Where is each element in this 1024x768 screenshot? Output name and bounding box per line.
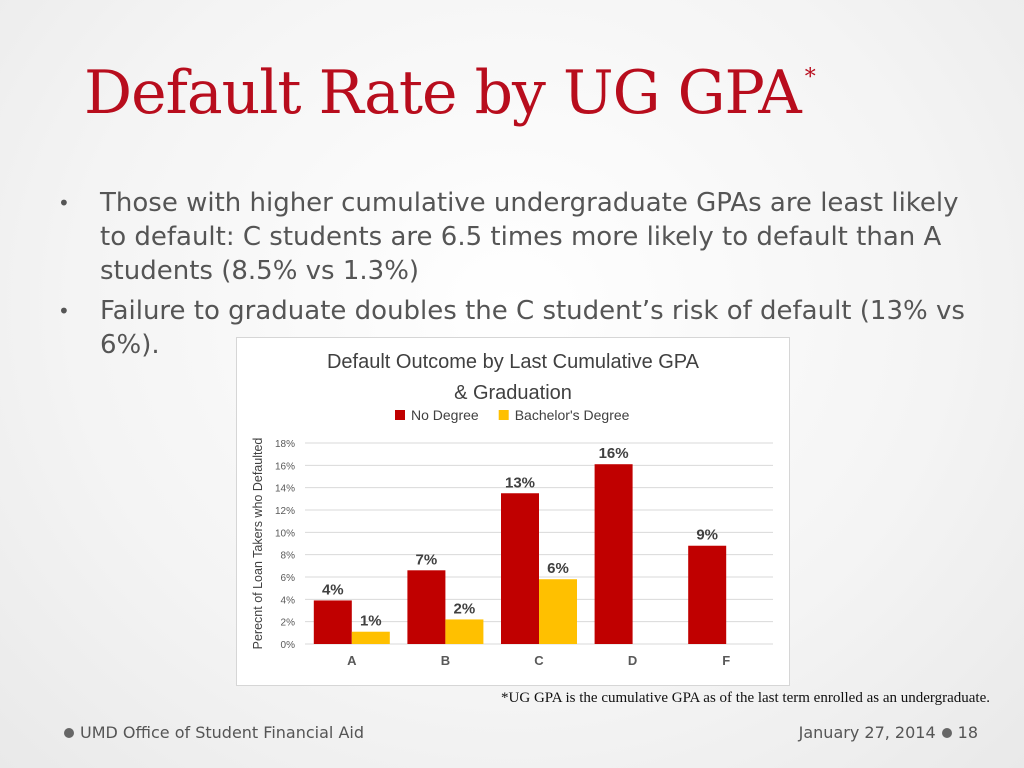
y-tick-label: 8% (281, 551, 296, 562)
x-tick-label: F (722, 653, 730, 668)
y-tick-label: 14% (275, 484, 295, 495)
data-label: 6% (547, 560, 569, 577)
bullet-text: Failure to graduate doubles the C studen… (100, 296, 965, 360)
x-tick-label: A (347, 653, 357, 668)
bar (445, 619, 484, 644)
chart-title-line: & Graduation (454, 382, 572, 404)
footer-dot-icon (64, 727, 74, 738)
footer-left: UMD Office of Student Financial Aid (64, 723, 364, 742)
slide-title: Default Rate by UG GPA * (84, 58, 816, 128)
bar (351, 631, 390, 644)
y-tick-label: 4% (281, 595, 296, 606)
data-label: 7% (416, 551, 438, 568)
x-tick-label: B (441, 653, 450, 668)
y-tick-label: 18% (275, 439, 295, 450)
y-tick-label: 2% (281, 618, 296, 629)
title-asterisk: * (804, 65, 816, 90)
y-tick-label: 0% (281, 640, 296, 651)
y-tick-label: 6% (281, 573, 296, 584)
bar (594, 464, 633, 644)
data-label: 2% (454, 600, 476, 617)
legend-label: No Degree (411, 407, 479, 423)
footer-date: January 27, 2014 (798, 723, 936, 742)
legend-swatch (498, 410, 509, 420)
data-label: 1% (360, 613, 382, 630)
bullet-item: • Those with higher cumulative undergradu… (58, 186, 978, 288)
bar (407, 570, 446, 644)
bar (501, 493, 539, 644)
bullet-dot-icon: • (58, 191, 70, 215)
page-number: 18 (957, 723, 978, 742)
bar (688, 545, 727, 644)
bullet-dot-icon: • (58, 299, 70, 323)
title-text: Default Rate by UG GPA (84, 58, 802, 128)
footer-organization: UMD Office of Student Financial Aid (80, 723, 364, 742)
y-axis-label: Perecnt of Loan Takers who Defaulted (251, 438, 265, 650)
chart-title-line: Default Outcome by Last Cumulative GPA (327, 351, 700, 373)
data-label: 9% (696, 527, 718, 544)
y-tick-label: 12% (275, 506, 295, 517)
x-tick-label: D (628, 653, 637, 668)
legend-label: Bachelor's Degree (515, 407, 630, 423)
x-tick-label: C (534, 653, 544, 668)
bar-chart: Default Outcome by Last Cumulative GPA & … (251, 351, 773, 668)
bar (313, 600, 352, 644)
footer-dot-icon (941, 727, 952, 738)
bullet-text: Those with higher cumulative undergradua… (100, 188, 959, 286)
bullet-item: • Failure to graduate doubles the C stude… (58, 294, 978, 362)
data-label: 16% (599, 445, 629, 462)
data-label: 4% (322, 581, 344, 598)
chart-container: Default Outcome by Last Cumulative GPA & … (236, 337, 790, 686)
footnote: *UG GPA is the cumulative GPA as of the … (501, 690, 990, 706)
y-tick-label: 10% (275, 528, 295, 539)
legend-swatch (395, 410, 405, 420)
data-label: 13% (505, 474, 535, 491)
bullet-list: • Those with higher cumulative undergradu… (58, 186, 978, 368)
y-tick-label: 16% (275, 461, 295, 472)
bar (539, 579, 577, 644)
footer-right: January 27, 2014 18 (799, 723, 978, 742)
